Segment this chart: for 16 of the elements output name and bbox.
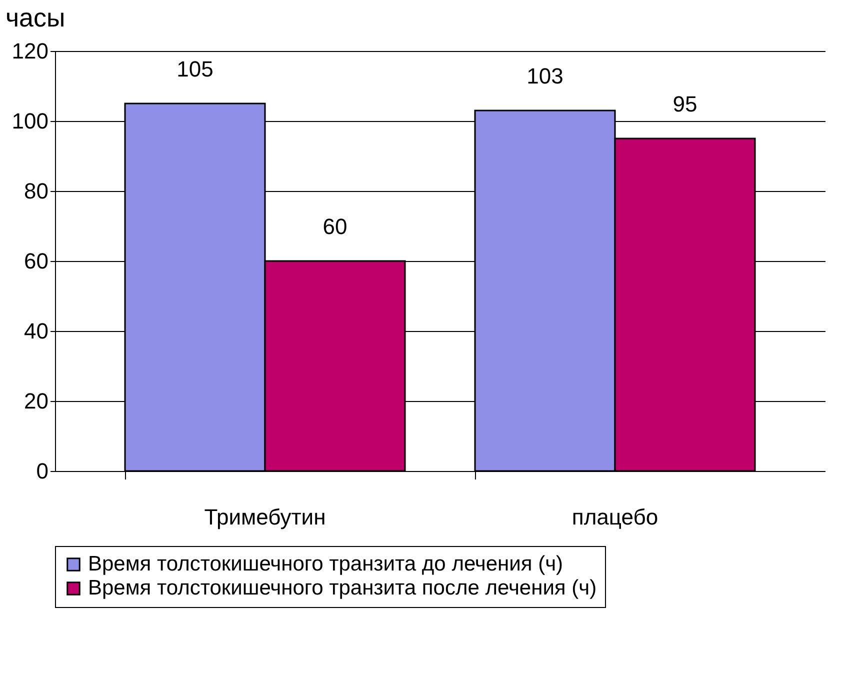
y-tick-label: 0 bbox=[36, 458, 48, 484]
legend-label: Время толстокишечного транзита после лечения (ч) bbox=[88, 576, 597, 600]
y-axis-title: часы bbox=[6, 2, 66, 32]
y-tick-label: 60 bbox=[24, 248, 48, 274]
y-tick-label: 120 bbox=[12, 38, 48, 64]
data-label: 105 bbox=[176, 56, 214, 82]
data-label: 103 bbox=[526, 64, 564, 88]
x-tick-label: Тримебутин bbox=[204, 504, 326, 530]
y-tick-label: 40 bbox=[24, 318, 48, 344]
data-label: 95 bbox=[672, 92, 698, 116]
data-label: 60 bbox=[322, 214, 348, 239]
y-tick-label: 80 bbox=[24, 178, 48, 204]
y-tick-label: 20 bbox=[24, 388, 48, 414]
legend-label: Время толстокишечного транзита до лечения (ч) bbox=[88, 552, 564, 576]
x-tick-label: плацебо bbox=[572, 504, 658, 530]
y-tick-label: 100 bbox=[12, 108, 48, 134]
